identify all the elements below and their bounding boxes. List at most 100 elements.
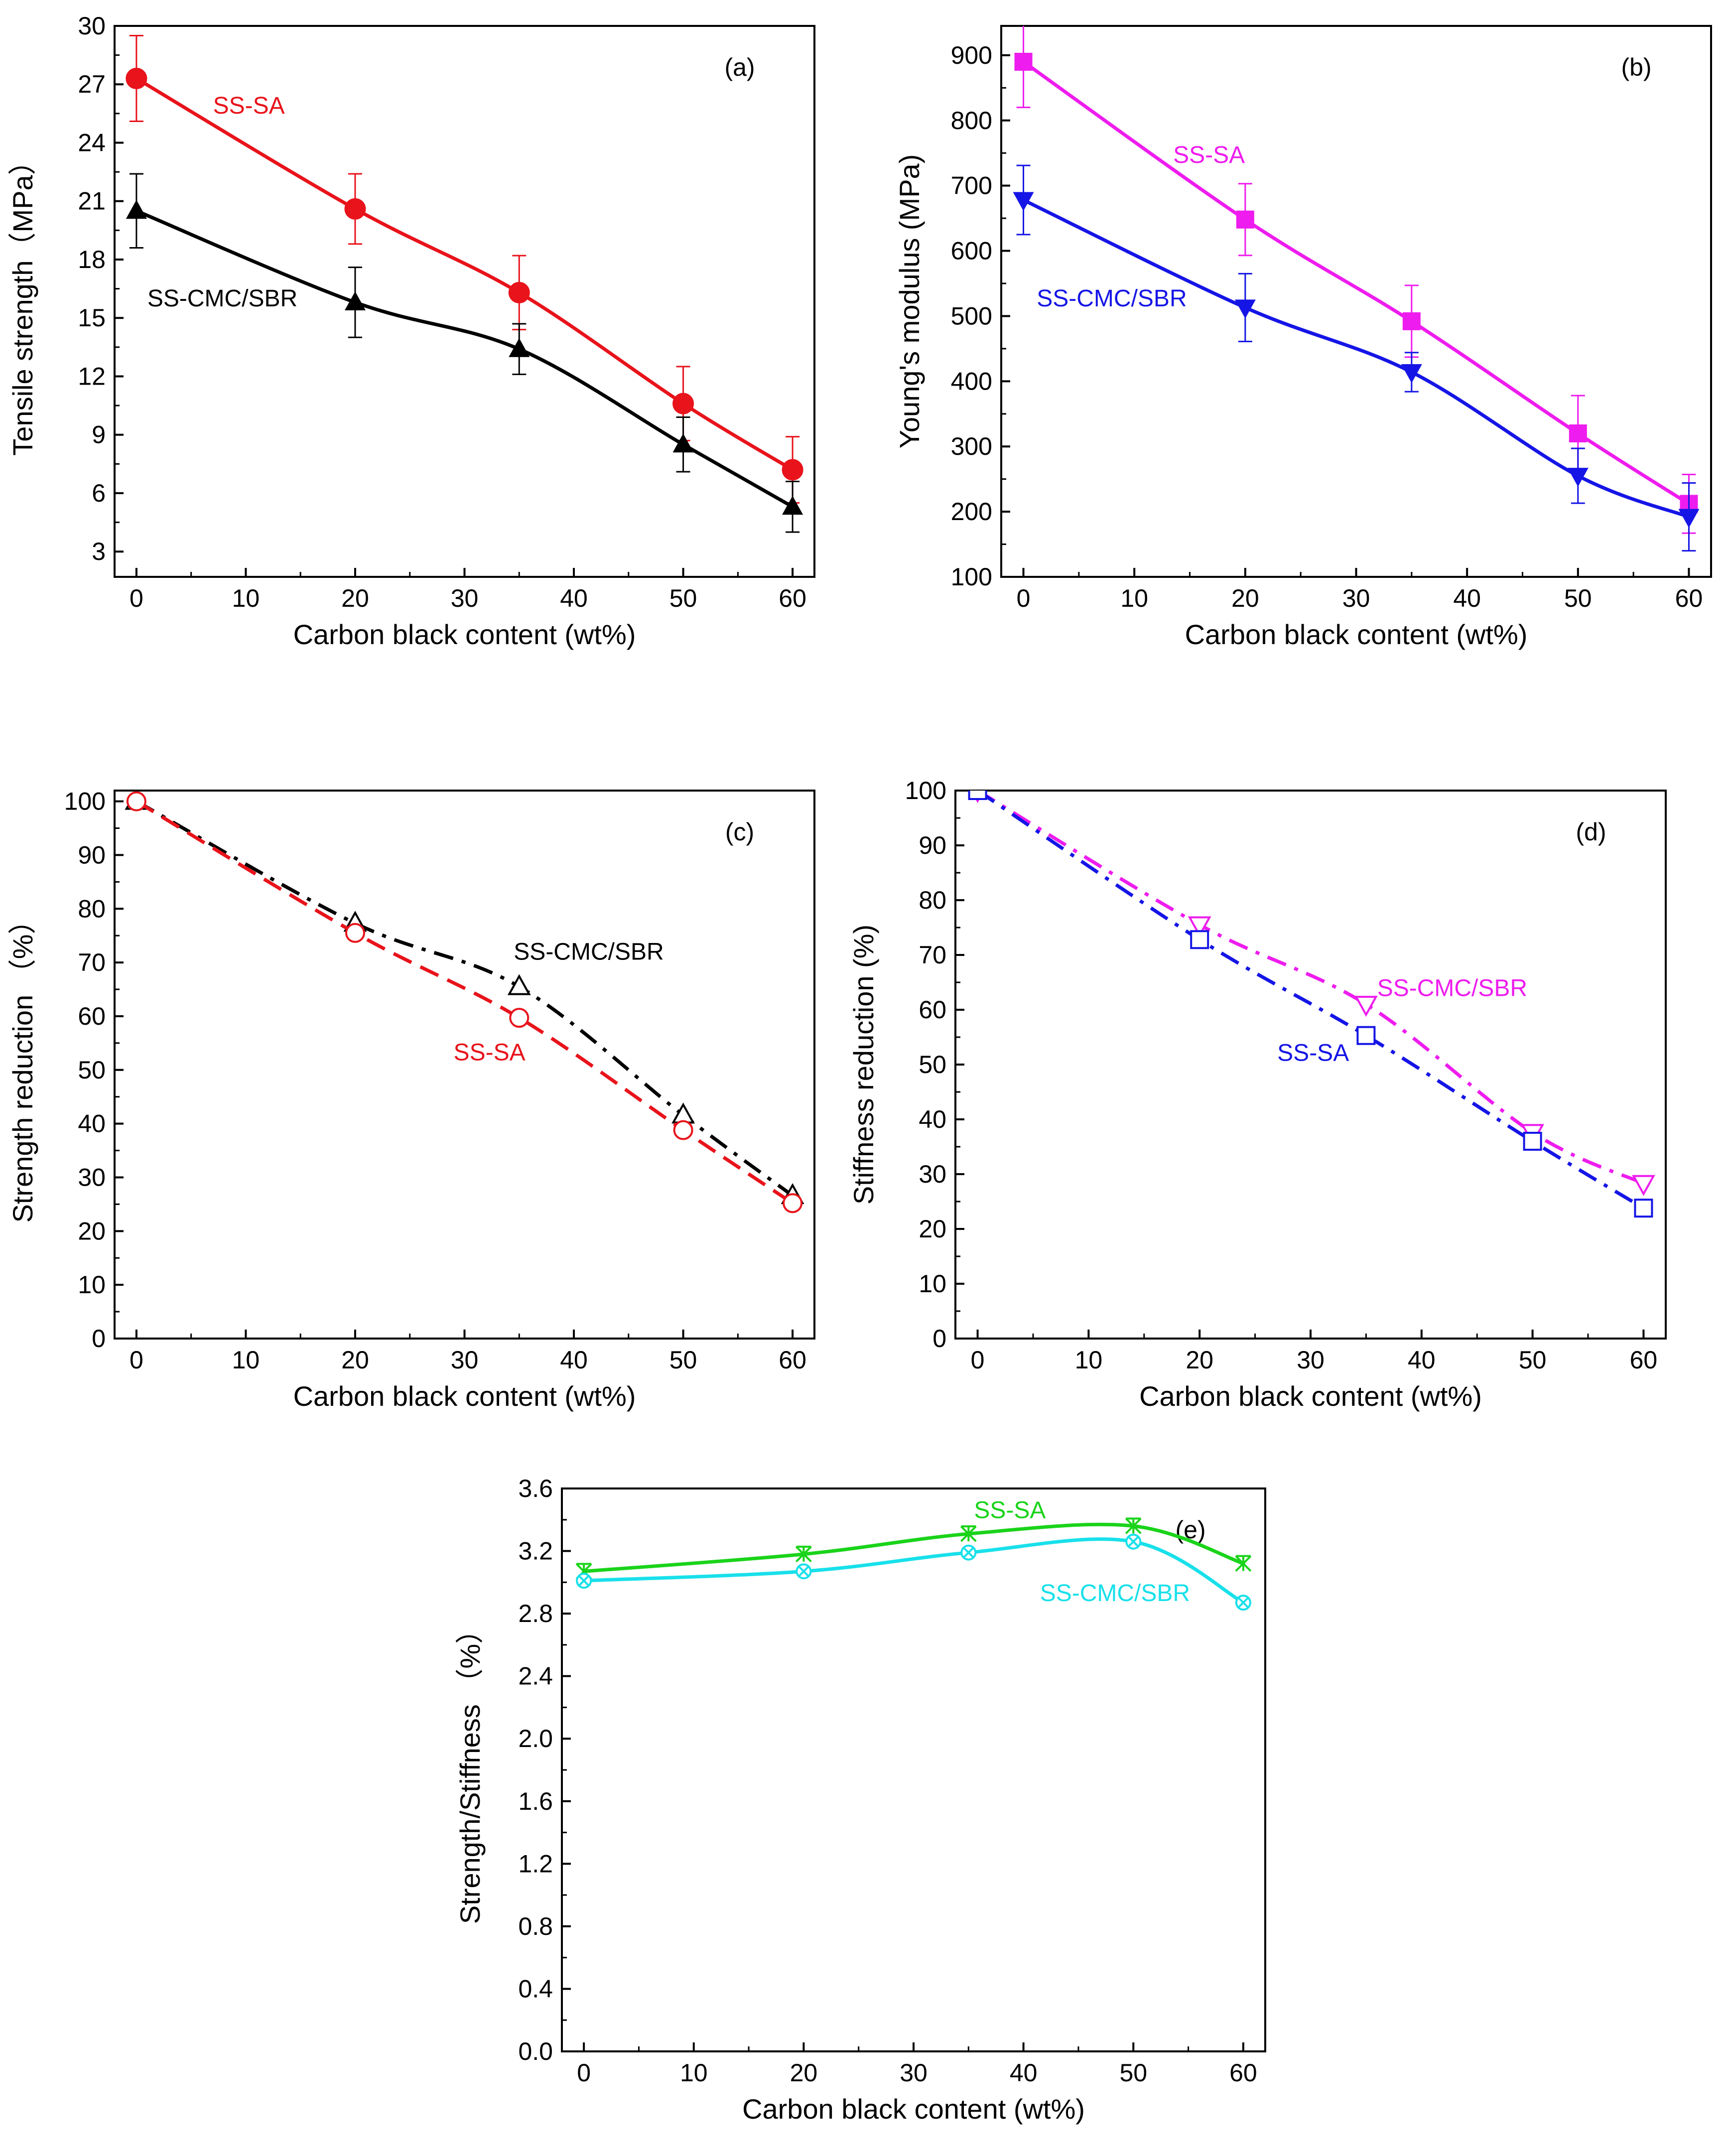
x-tick-label: 50 [1564,584,1592,612]
data-point-ss-sa [126,68,147,90]
data-point-ss-cmc-sbr [1401,364,1422,384]
panel-c-strength-reduction: 0 10 20 30 40 50 60 0 10 20 30 40 50 60 70 80 90 100 Carbo… [7,788,815,1412]
circle-x-marker-cross [578,1575,589,1586]
y-tick-label: 30 [919,1160,946,1188]
y-tick-label: 9 [92,421,106,449]
y-tick-label: 30 [78,1163,106,1191]
data-point-ss-sa [1634,1199,1653,1218]
series-line-ss-cmc-sbr [134,209,795,509]
data-point-ss-sa [344,198,366,220]
y-tick-label: 2.8 [518,1600,553,1627]
data-point-ss-sa [509,1008,530,1028]
x-tick-label: 40 [560,1346,588,1374]
data-point-ss-cmc-sbr [344,291,366,310]
panel-a-tensile-strength: 0 10 20 30 40 50 60 3 6 9 12 15 18 21 24 27 30 Carbon bla… [7,12,815,650]
panel-b-youngs-modulus: 0 10 20 30 40 50 60 100 200 300 400 500 600 700 800 900… [894,25,1712,650]
y-tick-label: 0.0 [518,2037,553,2065]
x-tick-label: 50 [1119,2059,1147,2087]
panel-label: (c) [725,818,754,846]
x-tick-label: 60 [779,584,806,612]
x-tick-label: 40 [1453,584,1481,612]
y-tick-label: 70 [919,941,946,969]
x-axis-label: Carbon black content (wt%) [1139,1380,1482,1412]
data-point-ss-sa [345,923,365,943]
y-tick-label: 50 [919,1051,946,1078]
data-point-ss-cmc-sbr [1567,468,1589,487]
panel-label: (a) [724,53,755,81]
data-point-ss-cmc-sbr [1632,1175,1655,1196]
data-point-ss-sa [1235,1555,1252,1572]
data-point-ss-sa [795,1545,812,1563]
x-tick-label: 0 [130,584,143,612]
y-tick-label: 90 [919,831,946,859]
series-line-ss-sa [1022,60,1691,506]
star-x-marker-strokes [1125,1517,1142,1534]
data-point-ss-cmc-sbr [126,200,147,219]
series-label-ss-sa: SS-SA [974,1497,1046,1524]
y-tick-label: 0 [92,1325,106,1352]
y-tick-label: 1.6 [518,1787,553,1815]
y-axis-label: Tensile strength（MPa） [7,147,38,455]
x-tick-label: 30 [451,1346,479,1374]
panel-label: (d) [1576,818,1606,846]
data-point-ss-sa [672,393,694,414]
star-x-marker-strokes [1235,1555,1252,1572]
x-tick-label: 60 [1675,584,1703,612]
data-point-ss-cmc-sbr [1678,509,1700,528]
x-tick-label: 10 [1120,584,1148,612]
series-line-ss-cmc-sbr [1022,198,1691,519]
series-label-ss-sa: SS-SA [1173,142,1245,168]
y-tick-label: 80 [919,886,946,914]
x-tick-label: 10 [232,1346,260,1374]
plot-frame [561,1487,1266,2052]
data-point-ss-sa [1125,1517,1142,1534]
x-tick-label: 0 [1017,584,1031,612]
x-tick-label: 60 [1630,1346,1658,1374]
data-point-ss-sa [575,1563,592,1580]
y-tick-label: 100 [64,788,106,815]
data-point-ss-sa [1402,312,1421,330]
y-tick-label: 100 [951,563,992,591]
x-tick-label: 30 [451,584,479,612]
x-tick-label: 20 [1231,584,1259,612]
data-point-ss-sa [1236,210,1254,229]
x-tick-label: 10 [680,2059,708,2087]
series-ss-cmc-sbr [126,173,803,533]
y-axis-label: Stiffness reduction (%) [848,925,879,1205]
y-tick-label: 60 [919,996,946,1024]
data-point-ss-cmc-sbr [671,1102,695,1124]
y-tick-label: 0.4 [518,1975,553,2003]
y-tick-label: 70 [78,948,106,976]
series-line-ss-cmc-sbr [976,791,1644,1185]
data-point-ss-sa [968,791,987,800]
y-tick-label: 100 [905,777,946,805]
panel-e-strength-stiffness: 0 10 20 30 40 50 60 0.0 0.4 0.8 1.2 1.6 2.0 2.4 2.8 3.2… [454,1475,1266,2125]
x-tick-label: 0 [577,2059,591,2087]
star-x-marker-strokes [575,1563,592,1580]
y-tick-label: 20 [78,1217,106,1245]
series-label-ss-cmc-sbr: SS-CMC/SBR [514,939,664,965]
y-tick-label: 80 [78,895,106,923]
x-tick-label: 50 [1519,1346,1547,1374]
x-tick-label: 10 [1075,1346,1103,1374]
data-point-ss-sa [1523,1132,1542,1151]
panel-label: (b) [1621,53,1651,81]
y-tick-label: 500 [951,302,992,330]
y-tick-label: 40 [78,1110,106,1138]
y-tick-label: 200 [951,498,992,526]
series-ss-cmc-sbr [1013,164,1700,552]
y-tick-label: 15 [78,304,106,332]
series-line-ss-sa [976,791,1645,1210]
series-label-ss-sa: SS-SA [213,93,285,119]
y-tick-label: 10 [919,1270,946,1298]
y-tick-label: 2.0 [518,1725,553,1752]
data-point-ss-sa [1190,930,1209,949]
panel-d-stiffness-reduction: 0 10 20 30 40 50 60 0 10 20 30 40 50 60 70 80 90 100 Carbo… [848,777,1667,1412]
series-ss-sa [126,35,803,504]
y-axis-label: Young's modulus (MPa) [894,154,925,449]
y-axis-label: Strength/Stiffness （%） [454,1616,486,1924]
series-label-ss-sa: SS-SA [1277,1040,1349,1066]
data-point-ss-cmc-sbr [507,974,531,995]
x-axis-label: Carbon black content (wt%) [293,619,636,650]
series-line-ss-sa [582,1522,1245,1573]
